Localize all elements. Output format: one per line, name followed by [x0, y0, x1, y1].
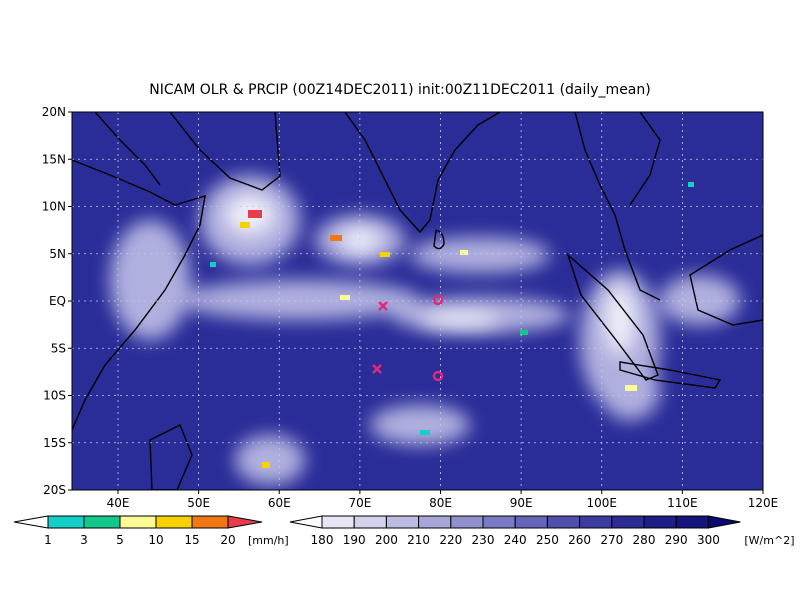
colorbar-label: 230 [472, 533, 495, 547]
colorbar-box [579, 515, 613, 529]
colorbar-box [675, 515, 709, 529]
grid [72, 112, 763, 490]
axes: 20N 15N 10N 5N EQ 5S 10S 15S 20S 40E 50E 60E 70E 80E 9… [42, 105, 779, 510]
colorbar-label: 1 [44, 533, 52, 547]
colorbar-label: 260 [568, 533, 591, 547]
lat-label: 10N [42, 200, 66, 214]
colorbar-label: 190 [343, 533, 366, 547]
colorbar-label: 220 [439, 533, 462, 547]
colorbar-box [155, 515, 193, 529]
colorbar-box [119, 515, 157, 529]
colorbar-label: 250 [536, 533, 559, 547]
colorbar-under [13, 515, 49, 529]
colorbar-label: 290 [665, 533, 688, 547]
lon-label: 50E [187, 496, 210, 510]
colorbar-box [482, 515, 516, 529]
colorbar-label: 15 [184, 533, 199, 547]
lon-label: 100E [587, 496, 618, 510]
lat-label: 15S [43, 436, 66, 450]
colorbar-box [321, 515, 355, 529]
colorbar-label: 20 [220, 533, 235, 547]
colorbar-label: 270 [600, 533, 623, 547]
colorbar-box [353, 515, 387, 529]
colorbar-label: 3 [80, 533, 88, 547]
colorbar-box [450, 515, 484, 529]
lon-label: 120E [748, 496, 779, 510]
colorbar-box [611, 515, 645, 529]
lat-label: 10S [43, 389, 66, 403]
lat-label: 20S [43, 483, 66, 497]
lat-label: 20N [42, 105, 66, 119]
colorbar-box [83, 515, 121, 529]
colorbar-under [289, 515, 323, 529]
colorbar-box [191, 515, 229, 529]
lat-label: 5N [49, 247, 66, 261]
colorbar-box [418, 515, 452, 529]
map [72, 112, 763, 490]
precip-spots [210, 182, 694, 468]
colorbar-box [47, 515, 85, 529]
colorbar-over [227, 515, 263, 529]
lon-label: 60E [268, 496, 291, 510]
lat-label: EQ [49, 294, 66, 308]
colorbar-box [546, 515, 581, 529]
colorbar-label: 10 [148, 533, 163, 547]
lon-label: 110E [667, 496, 698, 510]
lat-label: 15N [42, 152, 66, 166]
colorbar-unit: [mm/h] [248, 534, 289, 547]
colorbar-label: 180 [311, 533, 334, 547]
colorbar-label: 5 [116, 533, 124, 547]
markers [372, 294, 444, 382]
colorbar-label: 210 [407, 533, 430, 547]
lon-label: 70E [348, 496, 371, 510]
lon-label: 90E [510, 496, 533, 510]
lon-label: 40E [107, 496, 130, 510]
colorbars: 1 3 5 10 15 20 [mm/h] 180 190 200 210 220 230 240 250 2… [13, 515, 795, 547]
coastlines [72, 112, 763, 490]
colorbar-over [707, 515, 741, 529]
colorbar-label: 240 [504, 533, 527, 547]
title: NICAM OLR & PRCIP (00Z14DEC2011) init:00… [149, 82, 650, 98]
colorbar-label: 280 [633, 533, 656, 547]
lon-label: 80E [429, 496, 452, 510]
colorbar-label: 300 [697, 533, 720, 547]
lat-label: 5S [51, 341, 66, 355]
colorbar-box [385, 515, 420, 529]
colorbar-box [643, 515, 677, 529]
colorbar-unit: [W/m^2] [744, 534, 794, 547]
colorbar-label: 200 [375, 533, 398, 547]
colorbar-box [514, 515, 548, 529]
